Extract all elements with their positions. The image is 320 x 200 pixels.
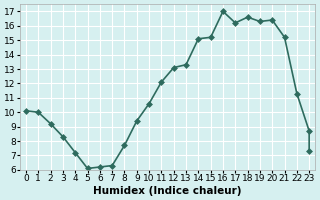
X-axis label: Humidex (Indice chaleur): Humidex (Indice chaleur) xyxy=(93,186,242,196)
